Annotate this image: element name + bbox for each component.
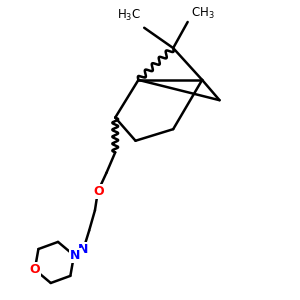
Text: O: O (93, 185, 104, 198)
Text: N: N (78, 243, 88, 256)
Text: O: O (29, 263, 40, 276)
Text: $\rm CH_3$: $\rm CH_3$ (190, 5, 214, 20)
Text: N: N (70, 249, 81, 262)
Text: $\rm H_3C$: $\rm H_3C$ (117, 8, 141, 23)
